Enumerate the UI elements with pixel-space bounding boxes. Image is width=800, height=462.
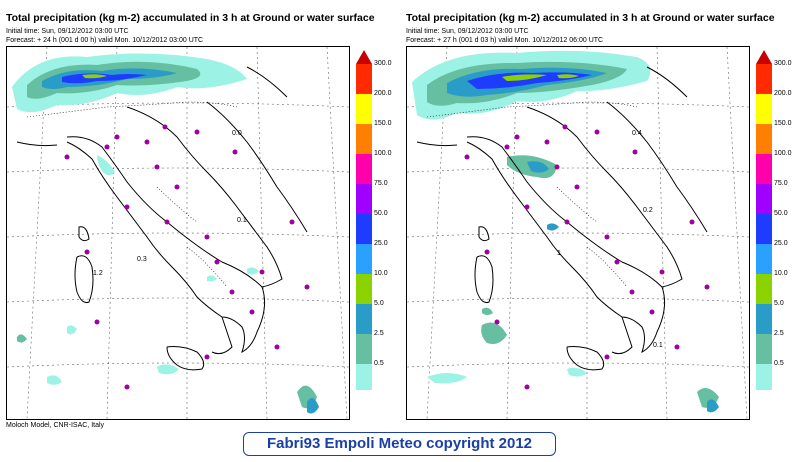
precipitation-map: 0.1 0.3 1.2 0.0 — [6, 46, 350, 420]
forecast-panel-24h: Total precipitation (kg m-2) accumulated… — [0, 0, 398, 432]
copyright-banner: Fabri93 Empoli Meteo copyright 2012 — [243, 432, 556, 456]
legend-label: 0.5 — [374, 360, 384, 367]
legend-label: 200.0 — [774, 90, 792, 97]
italy-map-svg: 0.2 0.4 1 0.1 — [407, 47, 749, 419]
map-label: 0.0 — [232, 130, 242, 137]
legend-label: 100.0 — [374, 150, 392, 157]
forecast-panel-27h: Total precipitation (kg m-2) accumulated… — [400, 0, 798, 432]
legend-label: 10.0 — [374, 270, 388, 277]
precip-alps — [412, 50, 651, 120]
precipitation-map: 0.2 0.4 1 0.1 — [406, 46, 750, 420]
legend-label: 75.0 — [774, 180, 788, 187]
legend-label: 50.0 — [374, 210, 388, 217]
forecast-valid-time: Forecast: + 27 h (001 d 03 h) valid Mon.… — [406, 37, 604, 44]
legend-colorbar — [756, 50, 772, 390]
panel-title: Total precipitation (kg m-2) accumulated… — [6, 12, 375, 24]
station-dots — [464, 124, 710, 390]
legend-label: 25.0 — [774, 240, 788, 247]
legend-label: 2.5 — [374, 330, 384, 337]
map-label: 1.2 — [93, 270, 103, 277]
legend-label: 200.0 — [374, 90, 392, 97]
legend-label: 300.0 — [774, 60, 792, 67]
legend-label: 10.0 — [774, 270, 788, 277]
legend-label: 150.0 — [774, 120, 792, 127]
initial-time: Initial time: Sun, 09/12/2012 03:00 UTC — [406, 28, 529, 35]
legend-colorbar — [356, 50, 372, 390]
precip-spots — [427, 155, 719, 413]
precip-spots — [17, 155, 319, 414]
legend-label: 2.5 — [774, 330, 784, 337]
legend-label: 25.0 — [374, 240, 388, 247]
legend-label: 0.5 — [774, 360, 784, 367]
model-credit: Moloch Model, CNR-ISAC, Italy — [6, 422, 105, 429]
coastline — [16, 66, 308, 371]
map-label: 0.2 — [643, 207, 653, 214]
panel-title: Total precipitation (kg m-2) accumulated… — [406, 12, 775, 24]
borders — [426, 101, 638, 288]
legend-label: 300.0 — [374, 60, 392, 67]
borders — [26, 101, 238, 288]
legend-label: 150.0 — [374, 120, 392, 127]
legend-label: 75.0 — [374, 180, 388, 187]
initial-time: Initial time: Sun, 09/12/2012 03:00 UTC — [6, 28, 129, 35]
map-label: 1 — [557, 250, 561, 257]
italy-map-svg: 0.1 0.3 1.2 0.0 — [7, 47, 349, 419]
map-label: 0.1 — [653, 342, 663, 349]
map-label: 0.3 — [137, 256, 147, 263]
color-legend: 300.0 200.0 150.0 100.0 75.0 50.0 25.0 1… — [754, 50, 798, 390]
color-legend: 300.0 200.0 150.0 100.0 75.0 50.0 25.0 1… — [354, 50, 398, 390]
legend-label: 50.0 — [774, 210, 788, 217]
forecast-valid-time: Forecast: + 24 h (001 d 00 h) valid Mon.… — [6, 37, 204, 44]
legend-label: 5.0 — [774, 300, 784, 307]
lat-lon-grid — [7, 47, 349, 419]
station-dots — [64, 124, 310, 390]
map-label: 0.4 — [632, 130, 642, 137]
map-label: 0.1 — [237, 217, 247, 224]
lat-lon-grid — [407, 47, 749, 419]
coastline — [416, 66, 708, 371]
precip-alps — [12, 53, 247, 113]
legend-label: 5.0 — [374, 300, 384, 307]
legend-label: 100.0 — [774, 150, 792, 157]
